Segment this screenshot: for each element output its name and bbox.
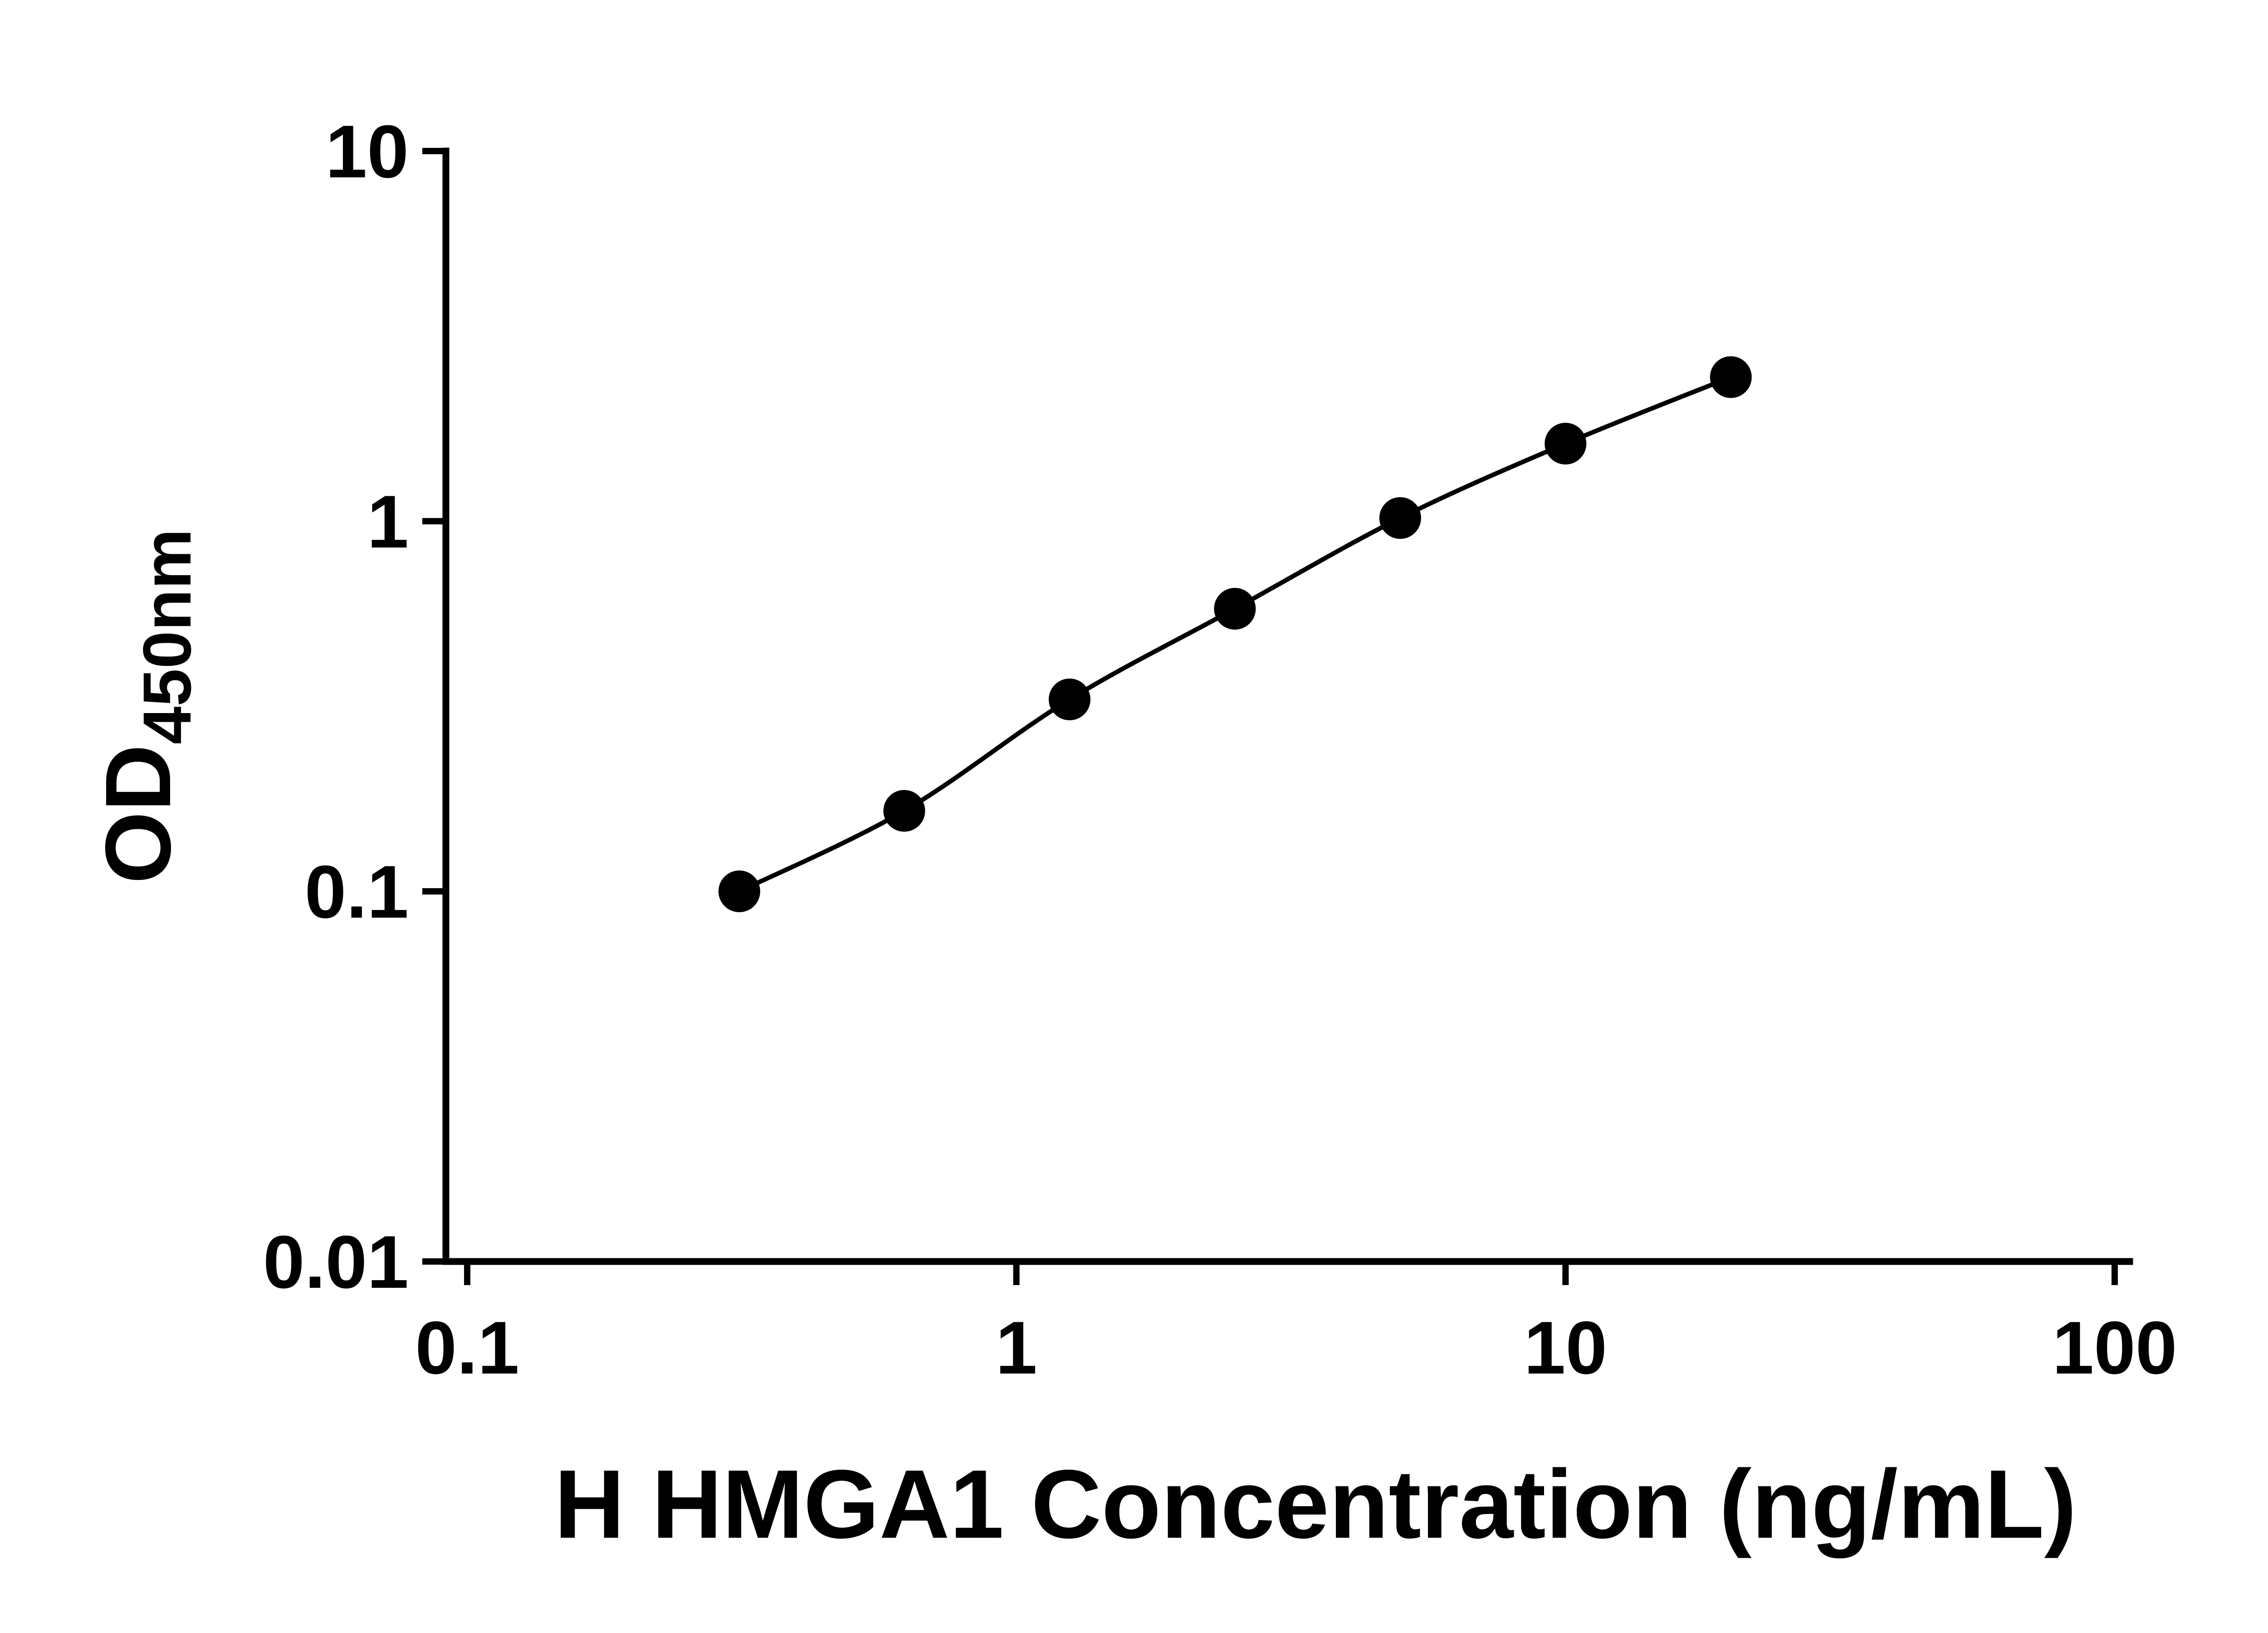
data-point-marker [883, 790, 925, 832]
axis-lines [442, 147, 2133, 1265]
y-tick-label: 1 [367, 480, 409, 563]
y-axis-title: OD450nm [86, 529, 205, 884]
data-point-marker [1545, 423, 1587, 464]
data-point-marker [1379, 497, 1421, 539]
y-axis-title-subscript: 450nm [129, 529, 205, 744]
x-tick-label: 100 [2052, 1306, 2177, 1389]
x-axis-title: H HMGA1 Concentration (ng/mL) [554, 1449, 2077, 1559]
y-tick-label: 0.1 [305, 850, 409, 934]
y-tick-label: 10 [325, 110, 409, 193]
data-point-marker [1710, 356, 1752, 398]
y-axis-title-text: OD [86, 744, 190, 884]
x-tick-label: 10 [1524, 1306, 1608, 1389]
data-point-marker [1049, 678, 1090, 720]
x-tick-label: 1 [996, 1306, 1037, 1389]
x-tick-label: 0.1 [415, 1306, 519, 1389]
data-point-marker [1214, 588, 1256, 630]
data-point-marker [718, 870, 760, 912]
y-tick-label: 0.01 [263, 1220, 409, 1304]
